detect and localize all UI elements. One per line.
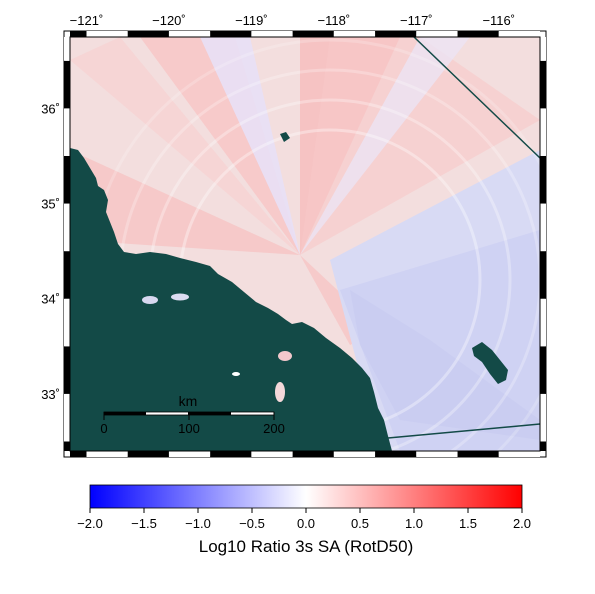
colorbar-gradient — [89, 484, 523, 509]
frame-segment-bottom — [292, 451, 334, 457]
frame-segment-right — [540, 203, 546, 252]
latitude-tick-label: 34˚ — [41, 292, 60, 307]
frame-segment-top — [251, 31, 293, 37]
frame-segment-bottom — [70, 451, 87, 457]
colorbar-tick-label: 0.5 — [351, 516, 369, 531]
frame-segment-left — [64, 251, 70, 299]
land-masses — [70, 37, 540, 451]
longitude-tick-label: −116˚ — [482, 13, 515, 28]
frame-segment-right — [540, 346, 546, 394]
frame-segment-bottom — [210, 451, 252, 457]
colorbar-tick-label: −1.0 — [185, 516, 211, 531]
longitude-tick-label: −119˚ — [235, 13, 268, 28]
frame-segment-top — [127, 31, 169, 37]
frame-segment-bottom — [86, 451, 128, 457]
colorbar-tick-labels: −2.0 −1.5 −1.0 −0.5 0.0 0.5 1.0 1.5 2.0 — [77, 508, 531, 531]
colorbar-tick-label: 2.0 — [513, 516, 531, 531]
island-patch-3 — [278, 351, 292, 361]
frame-segment-right — [540, 251, 546, 299]
frame-segment-left — [64, 60, 70, 109]
colorbar-tick-label: 1.0 — [405, 516, 423, 531]
frame-segment-bottom — [498, 451, 540, 457]
frame-segment-top — [168, 31, 211, 37]
latitude-tick-label: 33˚ — [41, 387, 60, 402]
longitude-tick-labels: −121˚ −120˚ −119˚ −118˚ −117˚ −116˚ — [70, 13, 515, 28]
scale-bar-unit-label: km — [179, 393, 198, 409]
frame-segment-left — [64, 203, 70, 252]
frame-segment-top — [498, 31, 540, 37]
map-scale-bar: km 0 100 200 — [100, 393, 284, 436]
scale-bar-tick-label: 100 — [178, 421, 200, 436]
colorbar-title: Log10 Ratio 3s SA (RotD50) — [199, 537, 414, 556]
colorbar: −2.0 −1.5 −1.0 −0.5 0.0 0.5 1.0 1.5 2.0 Log10 Ra… — [77, 484, 531, 556]
island-patch-2 — [171, 293, 189, 301]
frame-segment-bottom — [333, 451, 376, 457]
longitude-tick-label: −120˚ — [152, 13, 186, 28]
frame-segment-left — [64, 441, 70, 451]
frame-segment-right — [540, 155, 546, 204]
map-border — [69, 36, 541, 452]
frame-segment-bottom — [168, 451, 211, 457]
longitude-tick-label: −117˚ — [400, 13, 433, 28]
frame-segment-left — [64, 108, 70, 156]
coastline-land — [70, 148, 392, 451]
frame-segment-left — [64, 155, 70, 204]
frame-segment-top — [375, 31, 417, 37]
border-line-south — [387, 423, 540, 439]
colorbar-tick-label: 0.0 — [297, 516, 315, 531]
map-area: km 0 100 200 — [70, 37, 540, 451]
inland-island-feature — [280, 132, 290, 142]
frame-segment-bottom — [416, 451, 458, 457]
map-frame-segments — [64, 31, 546, 457]
frame-segment-bottom — [457, 451, 499, 457]
frame-segment-left — [64, 393, 70, 442]
island-patch-1 — [142, 296, 158, 304]
frame-segment-right — [540, 441, 546, 451]
frame-segment-top — [292, 31, 334, 37]
latitude-tick-label: 35˚ — [41, 197, 60, 212]
frame-segment-right — [540, 393, 546, 442]
frame-segment-top — [70, 31, 87, 37]
frame-segment-bottom — [375, 451, 417, 457]
scale-bar-tick-label: 0 — [100, 421, 107, 436]
latitude-tick-label: 36˚ — [41, 101, 60, 116]
frame-segment-bottom — [127, 451, 169, 457]
frame-segment-left — [64, 346, 70, 394]
frame-segment-top — [457, 31, 499, 37]
frame-segment-bottom — [251, 451, 293, 457]
frame-segment-top — [86, 31, 128, 37]
island-patch-4 — [275, 382, 285, 402]
scale-bar-tick-label: 200 — [263, 421, 285, 436]
salton-sea-feature — [472, 342, 508, 384]
frame-segment-left — [64, 37, 70, 61]
frame-segment-right — [540, 108, 546, 156]
frame-segment-left — [64, 298, 70, 347]
colorbar-tick-label: −2.0 — [77, 516, 103, 531]
longitude-tick-label: −121˚ — [70, 13, 104, 28]
frame-segment-right — [540, 298, 546, 347]
frame-segment-right — [540, 60, 546, 109]
frame-segment-top — [416, 31, 458, 37]
frame-segment-right — [540, 37, 546, 61]
fault-line-northeast — [413, 37, 540, 159]
frame-segment-top — [333, 31, 376, 37]
colorbar-tick-label: −1.5 — [131, 516, 157, 531]
colorbar-tick-label: −0.5 — [239, 516, 265, 531]
colorbar-tick-label: 1.5 — [459, 516, 477, 531]
latitude-tick-labels: 33˚ 34˚ 35˚ 36˚ — [41, 101, 60, 402]
longitude-tick-label: −118˚ — [318, 13, 351, 28]
island-patch-5 — [232, 372, 240, 376]
frame-segment-top — [210, 31, 252, 37]
